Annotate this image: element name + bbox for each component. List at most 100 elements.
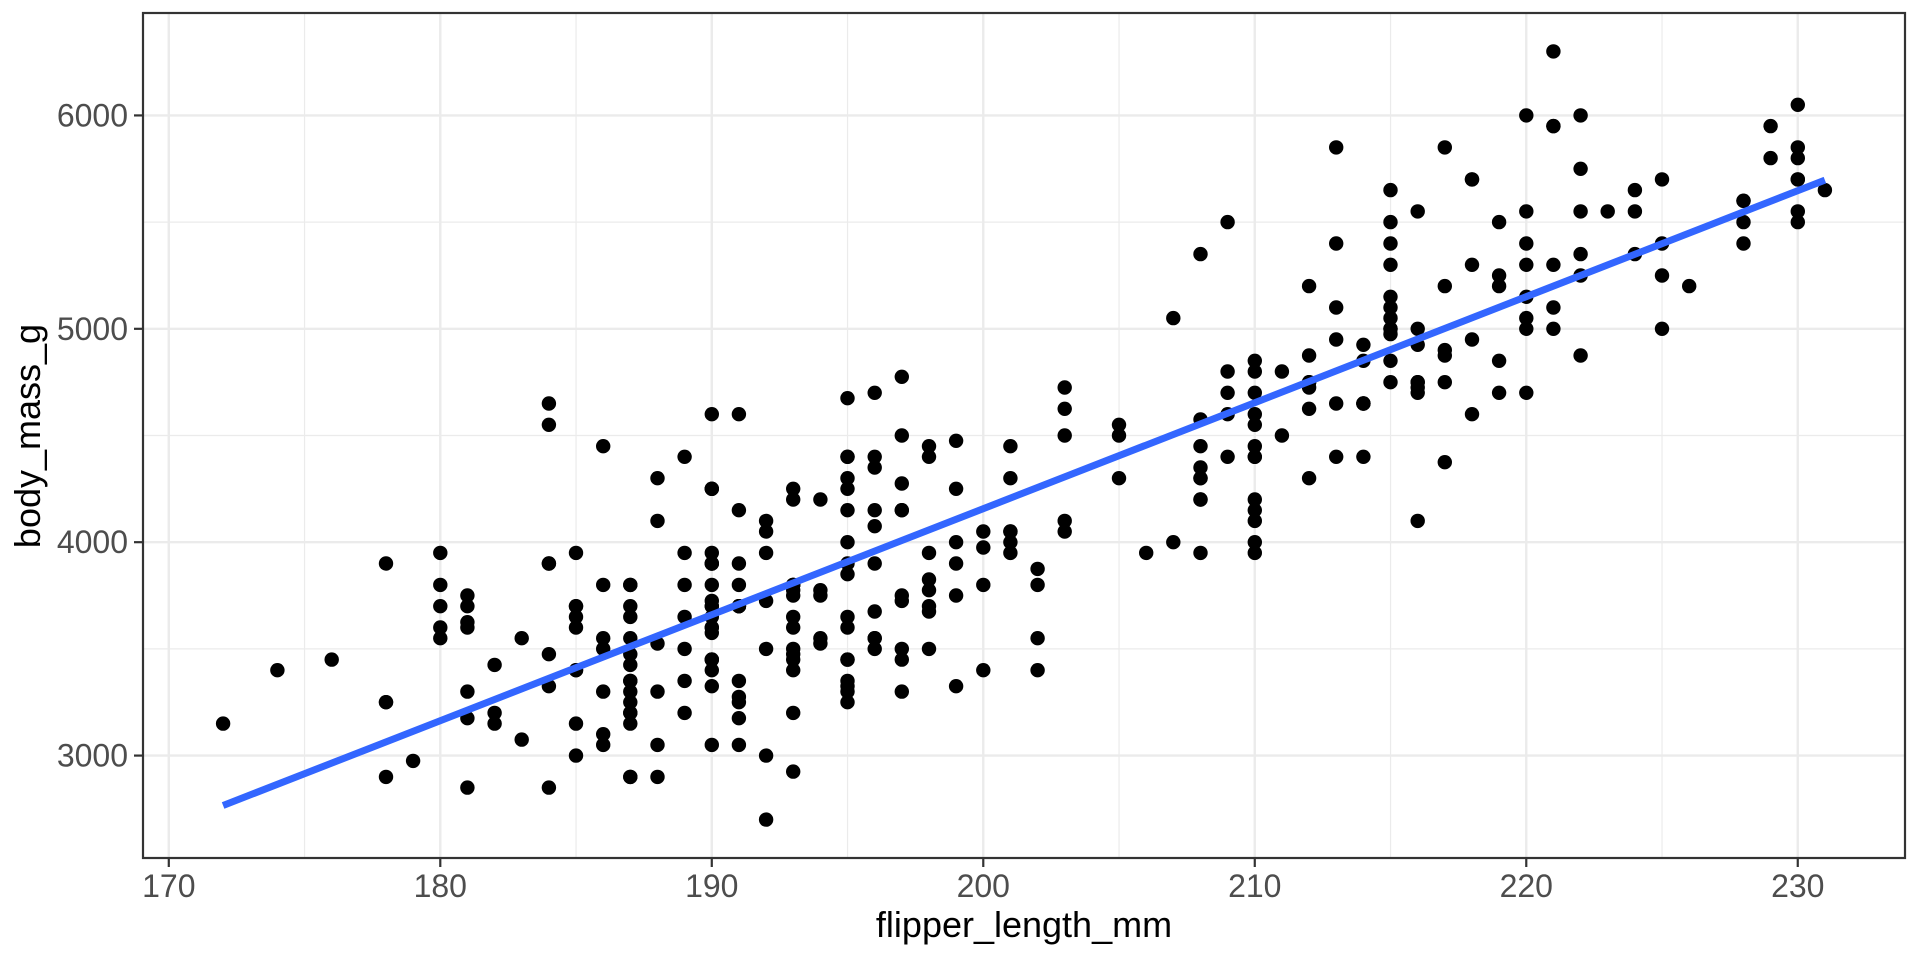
data-point (677, 545, 692, 561)
data-point (1519, 257, 1534, 272)
data-point (786, 492, 801, 507)
data-point (270, 663, 285, 678)
data-point (948, 481, 964, 496)
data-point (215, 716, 231, 731)
data-point (1003, 535, 1018, 550)
x-axis-title: flipper_length_mm (876, 904, 1172, 945)
data-point (1491, 214, 1507, 230)
panel-border (141, 11, 1907, 860)
data-point (1736, 193, 1751, 208)
data-point (460, 780, 475, 795)
data-point (1030, 561, 1045, 577)
data-point (1247, 503, 1263, 518)
data-point (677, 641, 692, 657)
data-point (840, 391, 855, 406)
data-point (1329, 449, 1344, 464)
data-point (1247, 535, 1263, 550)
data-point (1437, 375, 1453, 390)
data-point (596, 577, 611, 593)
data-point (867, 519, 882, 534)
data-point (1301, 471, 1317, 486)
data-point (840, 503, 855, 518)
x-tick-label: 210 (1228, 868, 1281, 904)
data-point (378, 695, 394, 710)
data-point (786, 705, 801, 721)
data-point (976, 663, 991, 678)
data-point (731, 407, 747, 422)
data-point (677, 449, 692, 464)
data-point (840, 567, 855, 582)
data-point (704, 737, 719, 753)
data-point (1003, 471, 1018, 486)
data-point (623, 609, 638, 625)
data-point (840, 695, 855, 710)
data-point (514, 732, 529, 747)
data-point (677, 673, 692, 689)
data-point (948, 433, 964, 448)
data-point (1464, 332, 1480, 347)
data-point (921, 449, 937, 464)
data-point (1790, 97, 1806, 113)
data-point (1464, 257, 1480, 272)
data-point (650, 737, 665, 753)
y-tick-label: 3000 (57, 738, 128, 774)
data-point (948, 535, 964, 550)
data-point (1437, 140, 1453, 155)
data-point (840, 471, 855, 486)
data-point (623, 716, 638, 731)
data-point (677, 705, 692, 721)
data-point (623, 673, 638, 689)
data-point (433, 631, 448, 646)
data-point (1111, 428, 1127, 443)
data-point (650, 471, 665, 486)
regression-line (221, 176, 1827, 809)
data-point (704, 679, 719, 694)
data-point (894, 588, 909, 603)
data-point (786, 663, 801, 678)
data-point (786, 764, 801, 779)
data-point (1817, 182, 1833, 198)
y-tick-label: 5000 (57, 311, 128, 347)
data-point (677, 577, 692, 593)
data-point (460, 588, 475, 603)
data-point (1736, 236, 1751, 251)
data-point (1383, 326, 1398, 342)
data-point (1519, 321, 1534, 336)
data-point (731, 673, 747, 689)
data-point (1491, 268, 1507, 283)
data-point (867, 604, 882, 619)
x-tick-label: 230 (1771, 868, 1824, 904)
data-point (840, 673, 855, 689)
data-point (1274, 428, 1290, 443)
data-point (921, 572, 937, 587)
x-tick-label: 190 (685, 868, 738, 904)
data-point (1057, 513, 1072, 529)
data-point (1301, 348, 1317, 363)
data-point (1790, 140, 1806, 155)
data-point (758, 513, 774, 529)
data-point (1247, 439, 1263, 454)
data-point (840, 535, 855, 550)
data-point (758, 524, 774, 539)
data-point (1247, 353, 1263, 368)
data-point (1329, 332, 1344, 347)
data-point (568, 620, 584, 635)
data-point (1356, 396, 1371, 411)
x-tick-label: 220 (1500, 868, 1553, 904)
data-point (1763, 118, 1778, 134)
data-point (596, 631, 611, 646)
data-point (650, 513, 665, 529)
data-point (1654, 172, 1670, 187)
data-point (460, 684, 475, 699)
data-point (1410, 380, 1425, 395)
data-point (433, 545, 448, 561)
data-point (813, 492, 828, 507)
data-point (731, 577, 747, 593)
data-point (948, 556, 964, 571)
data-point (1301, 401, 1317, 416)
data-point (867, 385, 882, 400)
data-point (1519, 236, 1534, 251)
data-point (514, 631, 529, 646)
data-point (541, 556, 557, 571)
